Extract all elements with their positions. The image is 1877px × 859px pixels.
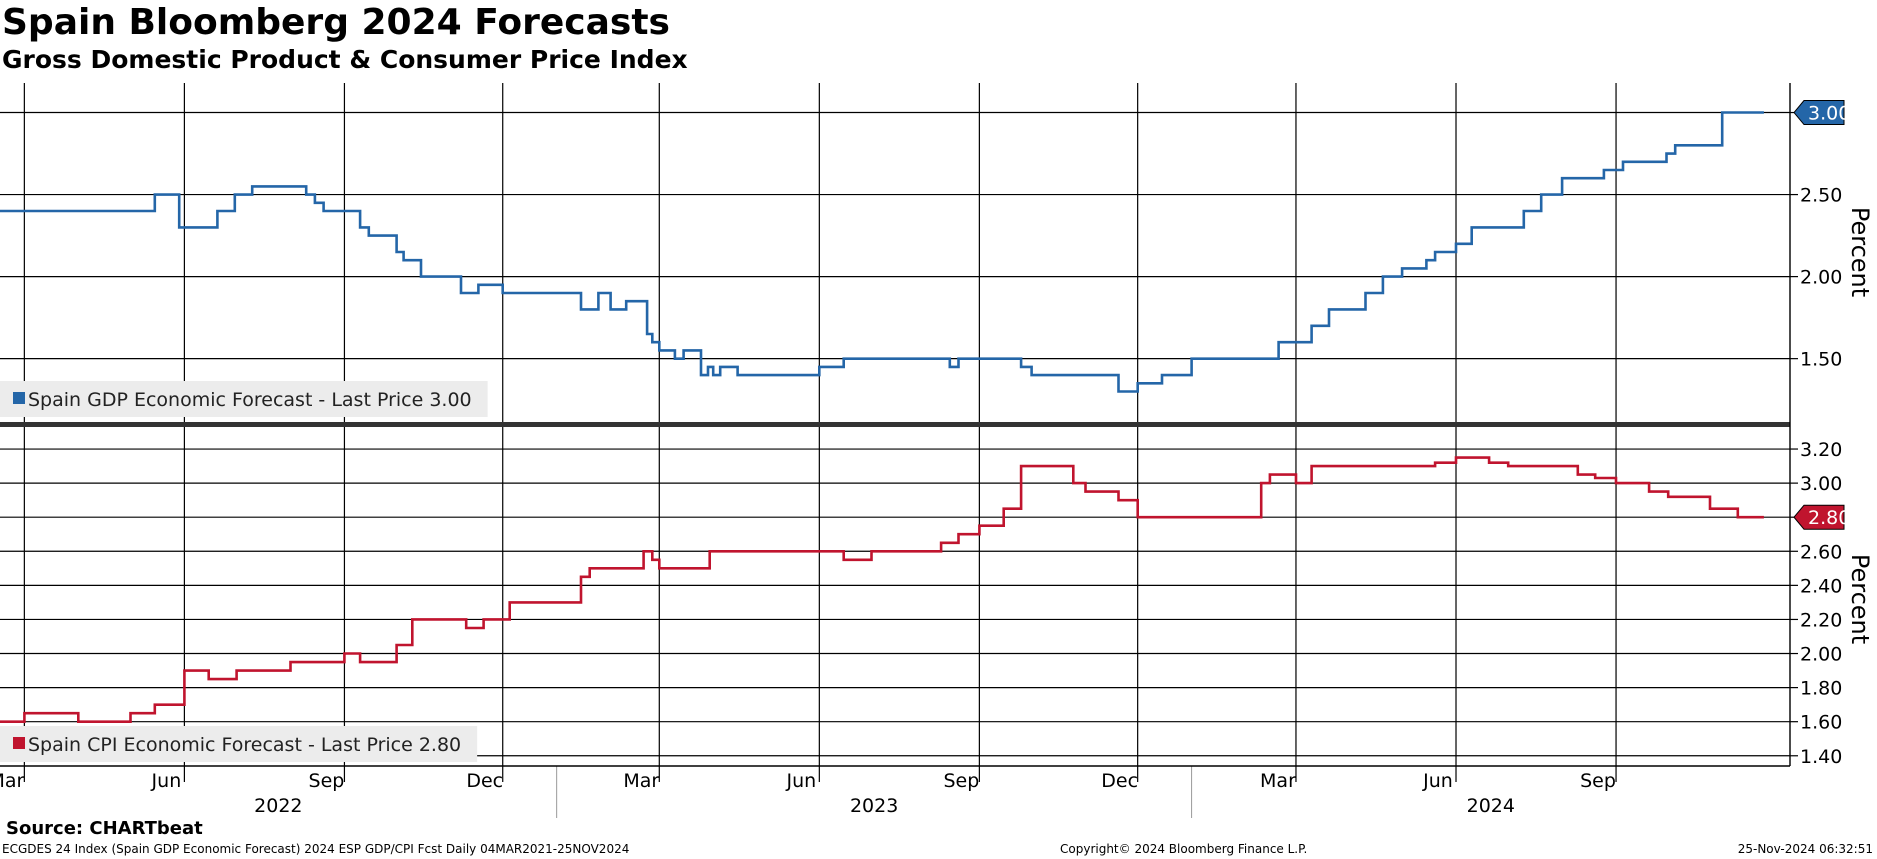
footer-copyright: Copyright© 2024 Bloomberg Finance L.P.	[1060, 842, 1308, 856]
cpi-series	[0, 456, 1764, 723]
month-gridlines	[23, 83, 1617, 818]
gdp-legend-label: Spain GDP Economic Forecast - Last Price…	[28, 389, 472, 411]
cpi-tick-label: 2.60	[1800, 541, 1842, 563]
gdp-legend-swatch	[13, 392, 25, 404]
footer-description: ECGDES 24 Index (Spain GDP Economic Fore…	[2, 842, 630, 856]
cpi-legend-box	[0, 726, 478, 762]
month-label: Sep	[1580, 770, 1616, 792]
month-label: Sep	[309, 770, 345, 792]
cpi-line	[0, 456, 1764, 723]
gdp-line	[0, 111, 1764, 393]
year-label: 2022	[254, 795, 302, 817]
month-label: Sep	[943, 770, 979, 792]
gdp-last-value-label: 3.00	[1808, 103, 1850, 125]
cpi-tick-label: 1.80	[1800, 678, 1842, 700]
gdp-tick-label: 1.50	[1800, 349, 1842, 371]
gdp-tick-label: 2.50	[1800, 185, 1842, 207]
cpi-axis-title: Percent	[1846, 554, 1874, 644]
month-label: Mar	[623, 770, 659, 792]
legends: Spain GDP Economic Forecast - Last Price…	[0, 381, 488, 762]
cpi-grid	[0, 448, 1798, 757]
gdp-series	[0, 111, 1764, 393]
gdp-last-value-tag	[1793, 100, 1845, 126]
month-label: Mar	[1260, 770, 1296, 792]
month-label: Dec	[1101, 770, 1138, 792]
cpi-tick-label: 2.00	[1800, 644, 1842, 666]
year-label: 2024	[1467, 795, 1515, 817]
axis-labels: 1.50 2.00 2.50 3.00 Percent 1.40 1.60 1.80 2.00 2…	[0, 100, 1874, 817]
cpi-tick-label: 3.20	[1800, 439, 1842, 461]
year-label: 2023	[850, 795, 898, 817]
month-label: Jun	[1422, 770, 1453, 792]
gdp-legend-box	[0, 381, 488, 417]
gdp-grid	[0, 111, 1798, 360]
cpi-last-value-label: 2.80	[1808, 507, 1850, 529]
month-label: Mar	[0, 770, 24, 792]
cpi-tick-label: 1.60	[1800, 712, 1842, 734]
cpi-tick-label: 3.00	[1800, 473, 1842, 495]
footer-date: 25-Nov-2024 06:32:51	[1737, 842, 1873, 856]
cpi-tick-label: 1.40	[1800, 746, 1842, 768]
chart-subtitle: Gross Domestic Product & Consumer Price …	[2, 45, 688, 74]
chart-title: Spain Bloomberg 2024 Forecasts	[2, 2, 670, 43]
panel-frame	[0, 83, 1791, 767]
cpi-tick-label: 2.40	[1800, 575, 1842, 597]
month-label: Jun	[151, 770, 182, 792]
month-label: Jun	[785, 770, 816, 792]
cpi-legend-swatch	[13, 737, 25, 749]
cpi-last-value-tag	[1793, 504, 1845, 530]
source-note: Source: CHARTbeat	[6, 818, 203, 839]
cpi-tick-label: 2.20	[1800, 609, 1842, 631]
gdp-tick-label: 2.00	[1800, 267, 1842, 289]
month-label: Dec	[466, 770, 503, 792]
gdp-axis-title: Percent	[1846, 207, 1874, 297]
panel-separator	[0, 422, 1790, 427]
cpi-legend-label: Spain CPI Economic Forecast - Last Price…	[28, 734, 461, 756]
